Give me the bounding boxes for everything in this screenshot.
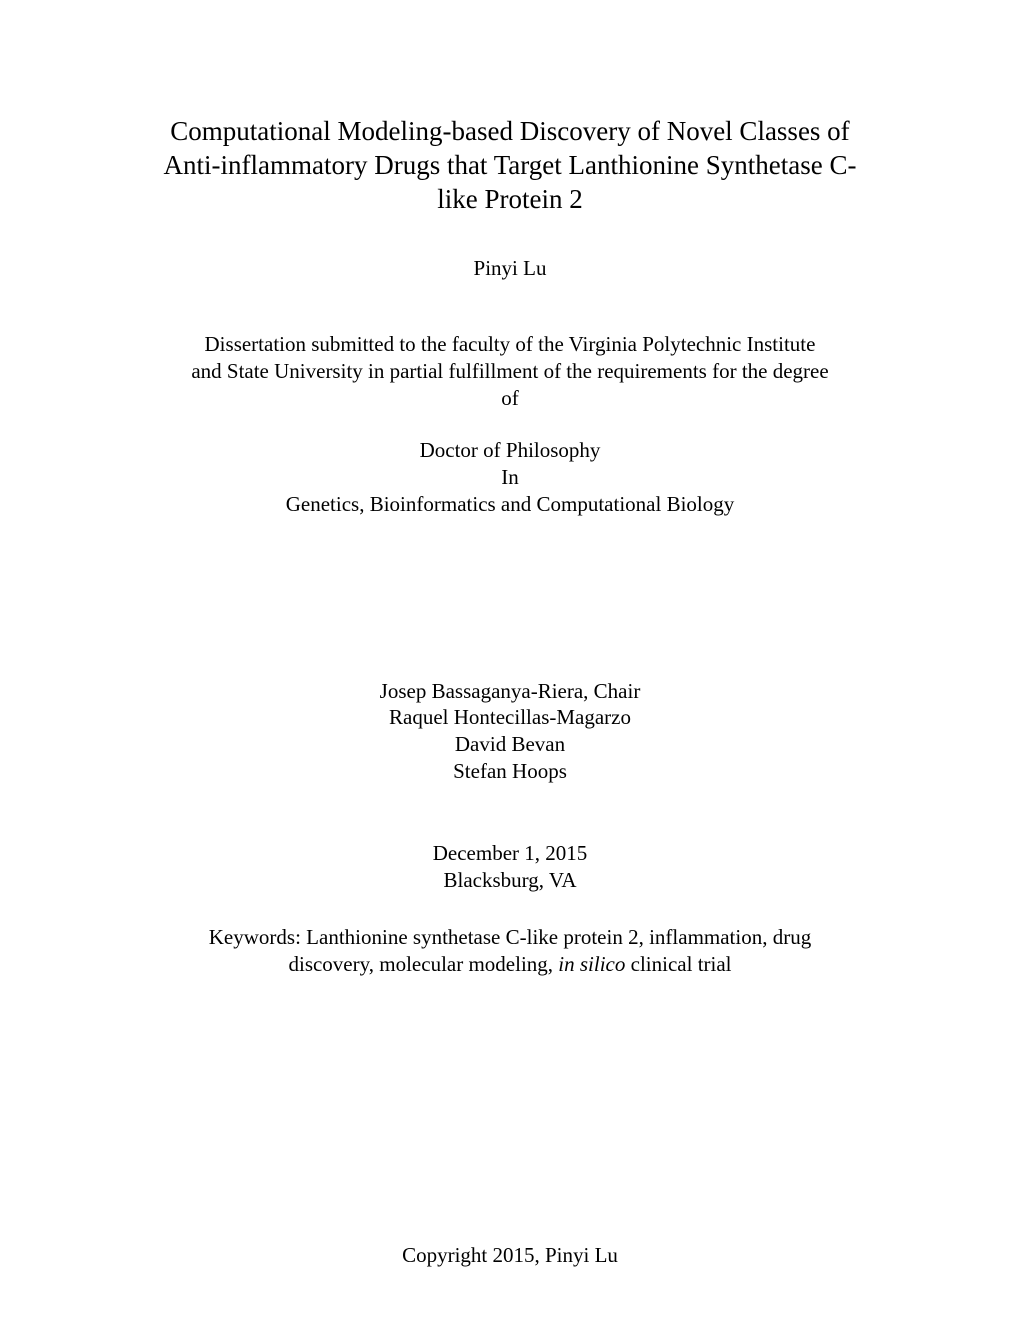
dissertation-location: Blacksburg, VA [443, 868, 576, 892]
copyright-notice: Copyright 2015, Pinyi Lu [125, 1243, 895, 1268]
submission-line-1: Dissertation submitted to the faculty of… [205, 332, 816, 356]
degree-line-3: Genetics, Bioinformatics and Computation… [286, 492, 735, 516]
title-line-1: Computational Modeling-based Discovery o… [170, 116, 849, 146]
degree-line-1: Doctor of Philosophy [420, 438, 601, 462]
submission-statement: Dissertation submitted to the faculty of… [125, 331, 895, 412]
committee-member-2: David Bevan [455, 732, 565, 756]
submission-line-2: and State University in partial fulfillm… [191, 359, 828, 383]
degree-line-2: In [501, 465, 519, 489]
committee-member-3: Stefan Hoops [453, 759, 567, 783]
keywords-italic: in silico [558, 952, 625, 976]
submission-line-3: of [501, 386, 519, 410]
author-name: Pinyi Lu [125, 256, 895, 281]
dissertation-date: December 1, 2015 [433, 841, 588, 865]
keywords-block: Keywords: Lanthionine synthetase C-like … [125, 924, 895, 978]
keywords-line-2-end: clinical trial [625, 952, 731, 976]
dissertation-title: Computational Modeling-based Discovery o… [125, 115, 895, 216]
committee-list: Josep Bassaganya-Riera, Chair Raquel Hon… [125, 678, 895, 786]
committee-chair: Josep Bassaganya-Riera, Chair [380, 679, 641, 703]
committee-member-1: Raquel Hontecillas-Magarzo [389, 705, 631, 729]
degree-block: Doctor of Philosophy In Genetics, Bioinf… [125, 437, 895, 518]
keywords-line-2-start: discovery, molecular modeling, [288, 952, 558, 976]
title-line-2: Anti-inflammatory Drugs that Target Lant… [164, 150, 857, 180]
keywords-line-1: Keywords: Lanthionine synthetase C-like … [209, 925, 811, 949]
date-location: December 1, 2015 Blacksburg, VA [125, 840, 895, 894]
title-line-3: like Protein 2 [437, 184, 582, 214]
